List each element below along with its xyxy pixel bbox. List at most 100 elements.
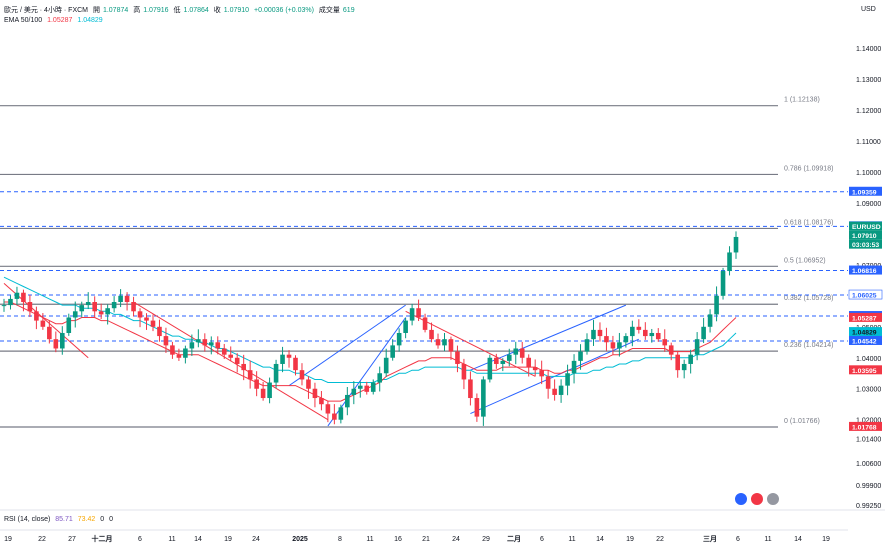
price-label-box: [848, 289, 883, 300]
currency-label[interactable]: USD: [861, 6, 876, 13]
fib-level-label: 0.236 (1.04214): [784, 342, 833, 349]
candle-body: [357, 385, 363, 389]
high-value: 1.07916: [143, 7, 169, 14]
candle-body: [552, 388, 557, 395]
ema-label: EMA 50/100: [4, 17, 43, 24]
candle-body: [643, 329, 648, 337]
candle-body: [260, 388, 266, 399]
x-axis-tick-label: 二月: [507, 535, 521, 543]
candle-body: [532, 367, 538, 371]
candle-body: [539, 370, 544, 377]
candle-body: [519, 348, 525, 358]
candle-body: [111, 302, 117, 309]
y-axis-tick-label: 1.14000: [856, 46, 881, 53]
candle-body: [1, 305, 7, 307]
x-axis-tick-label: 8: [338, 536, 342, 543]
x-axis-tick-label: 11: [366, 536, 373, 543]
candle-body: [72, 311, 78, 318]
candle-body: [597, 329, 603, 337]
candle-body: [338, 407, 344, 420]
x-axis-tick-label: 2025: [292, 536, 308, 543]
x-axis-tick-label: 19: [4, 536, 12, 543]
symbol-header: 歐元 / 美元 · 4小時 · FXCM 開 1.07874 高 1.07916 低…: [4, 7, 355, 14]
event-flag-icon[interactable]: [766, 492, 780, 506]
y-axis-tick-label: 1.03000: [856, 387, 881, 394]
x-axis-tick-label: 11: [168, 536, 175, 543]
candle-body: [494, 357, 499, 364]
candle-body: [131, 302, 136, 312]
y-axis-tick-label: 1.09000: [856, 201, 881, 208]
candle-body: [506, 354, 512, 361]
candle-body: [390, 345, 395, 358]
candle-body: [254, 379, 259, 389]
candle-body: [228, 354, 234, 358]
candle-body: [416, 308, 421, 318]
event-flag-icon[interactable]: [750, 492, 764, 506]
candle-body: [526, 357, 532, 368]
candles: [1, 231, 739, 426]
x-axis-tick-label: 十二月: [92, 534, 113, 543]
y-axis-tick-label: 1.12000: [856, 108, 881, 115]
candle-body: [442, 339, 447, 346]
candle-body: [565, 373, 570, 386]
candle-body: [351, 388, 357, 395]
y-axis-tick-label: 0.99250: [856, 503, 881, 510]
price-label-box: [849, 239, 882, 249]
x-axis-tick-label: 29: [482, 536, 490, 543]
candle-body: [383, 357, 389, 374]
candle-body: [455, 351, 460, 364]
y-axis-tick-label: 1.10000: [856, 170, 881, 177]
candle-body: [105, 308, 110, 315]
fib-level-label: 0.786 (1.09918): [784, 165, 833, 172]
y-axis-tick-label: 1.02000: [856, 418, 881, 425]
candle-body: [319, 398, 324, 405]
price-label-box: [849, 312, 882, 322]
fib-level-label: 0 (1.01766): [784, 418, 820, 425]
x-axis-tick-label: 14: [194, 536, 202, 543]
x-axis-tick-label: 6: [138, 536, 142, 543]
candle-body: [293, 357, 298, 371]
candle-body: [668, 345, 674, 355]
close-value: 1.07910: [223, 7, 250, 14]
price-label-text: 03:03:53: [852, 242, 879, 249]
candle-body: [98, 311, 104, 315]
candle-body: [176, 354, 182, 358]
x-axis-tick-label: 14: [596, 536, 604, 543]
candle-body: [429, 329, 434, 340]
x-axis-tick-label: 14: [794, 536, 802, 543]
price-label-text: 1.07910: [852, 233, 877, 240]
candle-body: [247, 370, 253, 380]
candle-body: [370, 382, 376, 392]
candle-body: [733, 236, 739, 253]
candle-body: [221, 348, 227, 355]
price-label-box: [849, 421, 882, 431]
candle-body: [273, 363, 279, 383]
rsi-label: RSI (14, close): [4, 516, 51, 523]
x-axis-tick-label: 11: [568, 536, 575, 543]
price-label-text: 1.05287: [852, 315, 877, 322]
ema-lines: [3, 276, 737, 402]
candle-body: [468, 379, 473, 399]
event-markers[interactable]: [734, 492, 780, 506]
x-axis-tick-label: 21: [422, 536, 430, 543]
fib-level-label: 1 (1.12138): [784, 97, 820, 104]
candle-body: [481, 379, 486, 417]
event-flag-icon[interactable]: [734, 492, 748, 506]
rsi-value-4: 0: [109, 516, 113, 523]
ema50-value: 1.05287: [47, 17, 73, 24]
x-axis-tick-label: 19: [822, 536, 830, 543]
candle-body: [610, 342, 616, 349]
candle-body: [558, 385, 564, 395]
candle-body: [584, 339, 590, 352]
rsi-legend[interactable]: RSI (14, close) 85.71 73.42 0 0: [4, 516, 116, 523]
candle-body: [545, 376, 551, 389]
y-axis-tick-label: 1.11000: [856, 139, 881, 146]
candle-body: [694, 339, 700, 355]
candle-body: [655, 332, 661, 340]
open-value: 1.07874: [102, 7, 129, 14]
candle-body: [312, 388, 318, 399]
candle-body: [617, 342, 622, 349]
candle-body: [403, 320, 408, 333]
ema-legend[interactable]: EMA 50/100 1.05287 1.04829: [4, 17, 106, 24]
